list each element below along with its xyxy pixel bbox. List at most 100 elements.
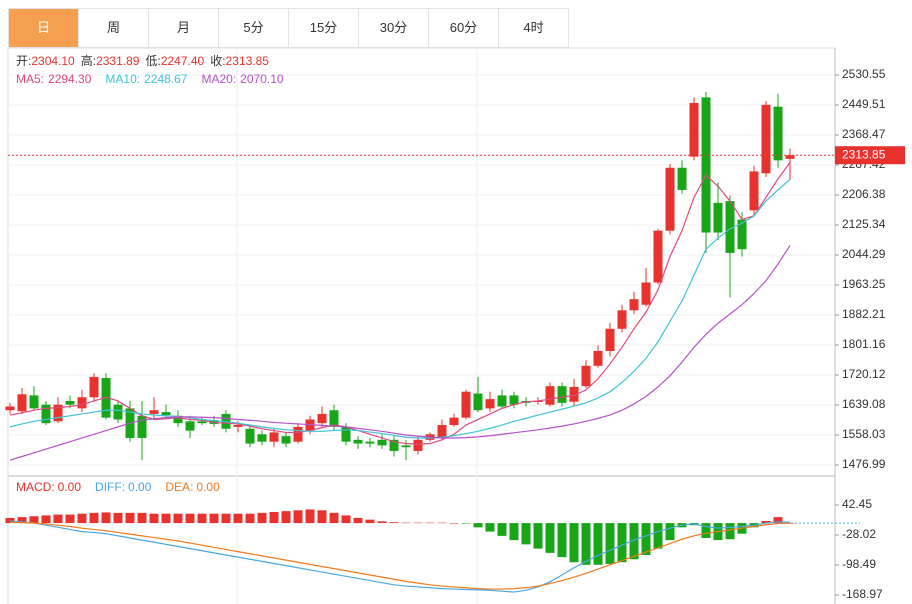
candle-body [737, 219, 747, 250]
ohlc-info: 开:2304.10 高:2331.89 低:2247.40 收:2313.85 [16, 53, 269, 68]
macd-bar [545, 523, 555, 553]
macd-bar [725, 523, 735, 540]
macd-bar [173, 513, 183, 524]
candle-body [509, 395, 519, 405]
macd-bar [341, 515, 351, 524]
macd-bar [65, 514, 75, 524]
macd-bar [497, 523, 507, 536]
y-tick-label: 1558.03 [842, 427, 886, 441]
candle-body [473, 393, 483, 411]
candle-body [269, 432, 279, 442]
macd-line [9, 520, 791, 593]
tab[interactable]: 15分 [289, 9, 359, 47]
candle-body [353, 439, 363, 444]
candle-body [317, 413, 327, 424]
macd-bar [389, 522, 399, 524]
candle-body [461, 391, 471, 418]
macd-bar [125, 512, 135, 524]
tab[interactable]: 日 [9, 9, 79, 47]
tab[interactable]: 4时 [499, 9, 569, 47]
ma-legend: MA5: 2294.30 MA10: 2248.67 MA20: 2070.10 [16, 72, 284, 86]
macd-bar [533, 523, 543, 549]
y-tick-label: 2368.47 [842, 127, 886, 141]
macd-bar [413, 522, 423, 524]
candle-body [185, 421, 195, 431]
candle-body [785, 155, 795, 159]
macd-bar [365, 519, 375, 524]
macd-bar [185, 513, 195, 524]
y-tick-label: 2530.55 [842, 67, 886, 81]
y-tick-label: 1639.08 [842, 397, 886, 411]
macd-bar [233, 513, 243, 524]
legend-value: 0.00 [58, 480, 82, 494]
macd-bar [5, 517, 15, 524]
macd-bar [245, 513, 255, 524]
tab[interactable]: 60分 [429, 9, 499, 47]
legend-value: 2248.67 [144, 72, 188, 86]
y-tick-label: -98.49 [842, 557, 876, 571]
tab[interactable]: 周 [79, 9, 149, 47]
tab[interactable]: 5分 [219, 9, 289, 47]
tab[interactable]: 30分 [359, 9, 429, 47]
y-tick-label: 2125.34 [842, 217, 886, 231]
macd-bar [653, 523, 663, 549]
legend-value: 0.00 [196, 480, 220, 494]
macd-bar [773, 517, 783, 524]
candle-body [761, 104, 771, 174]
candle-body [53, 404, 63, 422]
candle-body [173, 415, 183, 424]
y-tick-label: 1801.16 [842, 337, 886, 351]
macd-bar [281, 511, 291, 524]
candle-body [89, 376, 99, 398]
candle-body [41, 404, 51, 424]
macd-bar [509, 523, 519, 541]
y-tick-label: -168.97 [842, 587, 883, 601]
macd-bar [89, 512, 99, 524]
candle-body [713, 202, 723, 233]
y-tick-label: 2449.51 [842, 97, 886, 111]
macd-bar [665, 523, 675, 541]
candle-body [257, 434, 267, 442]
tab[interactable]: 月 [149, 9, 219, 47]
macd-bar [377, 521, 387, 524]
candle-body [341, 426, 351, 442]
y-tick-label: 42.45 [842, 497, 872, 511]
legend-value: 0.00 [128, 480, 152, 494]
info-label: 收: [210, 54, 225, 68]
candle-body [749, 171, 759, 211]
macd-bar [269, 512, 279, 524]
macd-bar [641, 523, 651, 556]
candle-body [197, 421, 207, 424]
info-label: 开: [16, 54, 31, 68]
macd-bar [593, 523, 603, 565]
candle-body [605, 328, 615, 351]
y-tick-label: 2206.38 [842, 187, 886, 201]
candle-body [245, 428, 255, 444]
info-label: 高: [81, 53, 96, 68]
candle-body [497, 395, 507, 407]
candle-body [773, 106, 783, 161]
candle-body [17, 394, 27, 412]
candle-body [29, 395, 39, 409]
candle-body [545, 386, 555, 405]
macd-bar [449, 523, 459, 524]
macd-bar [317, 510, 327, 524]
candle-body [701, 97, 711, 233]
candle-body [365, 441, 375, 444]
macd-bar [77, 513, 87, 524]
candle-body [689, 102, 699, 157]
macd-bar [353, 517, 363, 524]
y-tick-label: -28.02 [842, 527, 876, 541]
macd-legend: MACD: 0.00 DIFF: 0.00 DEA: 0.00 [16, 480, 220, 494]
legend-name: MA5: [16, 72, 44, 86]
candle-body [581, 365, 591, 387]
candle-body [65, 400, 75, 405]
y-tick-label: 1963.25 [842, 277, 886, 291]
candle-body [629, 299, 639, 311]
candle-body [401, 445, 411, 448]
macd-bar [401, 522, 411, 524]
macd-bar [101, 512, 111, 524]
candle-body [557, 386, 567, 403]
candle-body [281, 436, 291, 444]
